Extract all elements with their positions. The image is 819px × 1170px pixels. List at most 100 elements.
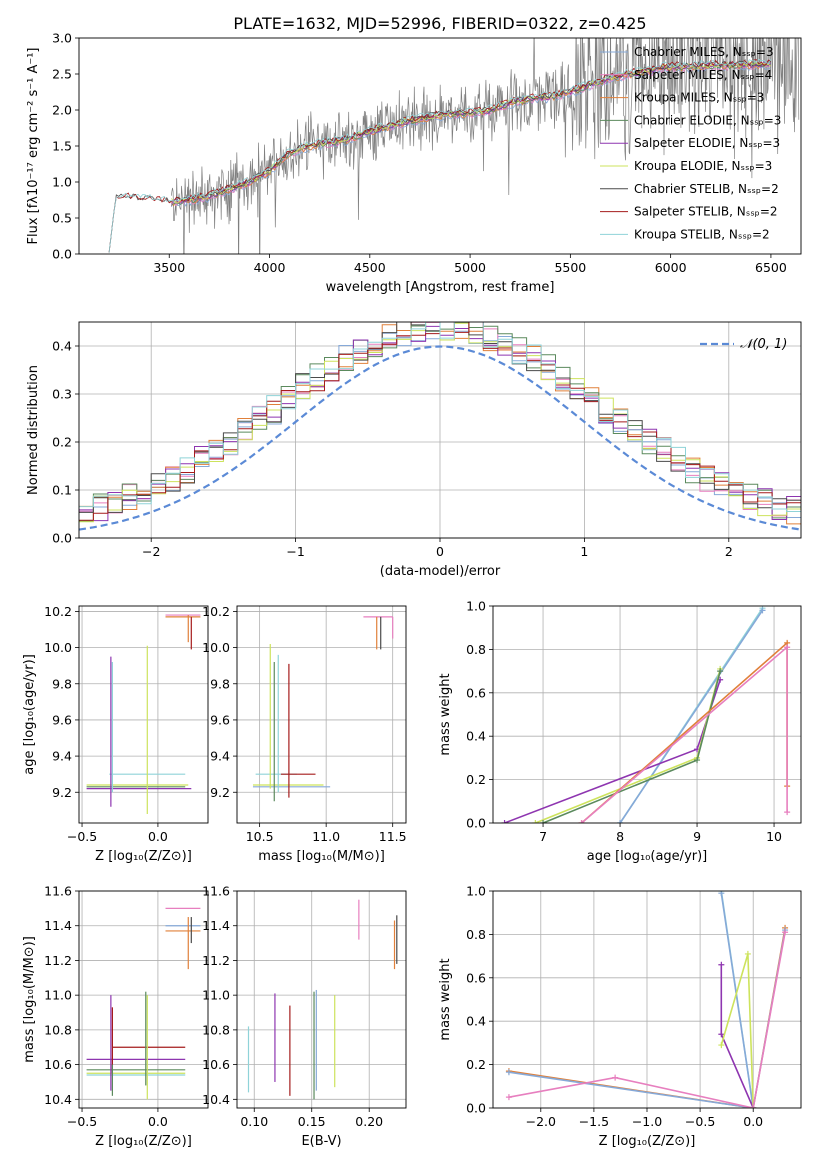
legend-normal-label: 𝒩(0, 1) (740, 337, 787, 352)
panel-4: 10.5 11.0 11.5 9.2 9.4 9.6 9.8 10.0 10.2 mass [lo… (202, 604, 406, 864)
weight-chabrier-miles (619, 609, 764, 823)
y-axis-label: Flux [fλ10⁻¹⁷ erg cm⁻² s⁻¹ A⁻¹] (26, 48, 41, 245)
panel-3: −0.5 0.0 9.2 9.4 9.6 9.8 10.0 10.2 Z [log₁₀(Z/Z⊙… (22, 604, 209, 864)
weight-chabrier-elodie (542, 670, 721, 823)
x-tick-label: 11.5 (379, 829, 407, 844)
legend-label: Salpeter MILES, Nₛₛₚ=4 (634, 68, 772, 82)
y-tick-label: 11.0 (202, 988, 230, 1003)
x-tick-label: 10.5 (246, 829, 274, 844)
x-tick-label: 0.0 (148, 829, 168, 844)
x-tick-label: 0.0 (148, 1114, 168, 1129)
point-marker (612, 1074, 619, 1081)
plot-area (108, 38, 800, 254)
point-marker (617, 820, 624, 823)
legend-label: Chabrier ELODIE, Nₛₛₚ=3 (634, 113, 781, 127)
y-tick-label: 0.3 (52, 387, 72, 402)
x-tick-label: 1 (580, 544, 588, 559)
legend-label: Chabrier MILES, Nₛₛₚ=3 (634, 45, 774, 59)
plot-area (252, 616, 394, 802)
data-spectrum (170, 38, 800, 254)
x-axis-label: Z [log₁₀(Z/Z⊙)] (599, 1134, 696, 1149)
x-tick-label: −0.5 (67, 1114, 97, 1129)
axes-frame (492, 890, 802, 1109)
x-tick-label: −2.0 (526, 1114, 556, 1129)
x-axis-label: Z [log₁₀(Z/Z⊙)] (95, 1134, 192, 1149)
axes-frame (492, 605, 802, 824)
x-tick-label: −0.5 (685, 1114, 715, 1129)
weight-salpeter-elodie (504, 679, 721, 823)
x-tick-label: 8 (616, 829, 624, 844)
point-marker (578, 820, 585, 823)
normal-curve (79, 345, 801, 531)
y-tick-label: 0.2 (52, 435, 72, 450)
y-tick-label: 11.0 (44, 988, 72, 1003)
y-tick-label: 0.8 (466, 642, 486, 657)
y-tick-label: 10.6 (44, 1057, 72, 1072)
zweight-salpeter-miles (508, 932, 786, 1108)
point-marker (744, 950, 751, 957)
plot-area (505, 891, 789, 1108)
y-tick-label: 10.2 (202, 604, 230, 619)
axes-frame (236, 890, 407, 1109)
y-tick-label: 10.4 (202, 1092, 230, 1107)
x-tick-label: −1 (286, 544, 304, 559)
point-marker (505, 1069, 512, 1076)
panel-7: 0.10 0.15 0.20 10.4 10.6 10.8 11.0 11.2 11.4 11.6… (202, 884, 407, 1149)
y-tick-label: 10.4 (44, 1092, 72, 1107)
y-tick-label: 1.0 (466, 599, 486, 614)
y-tick-label: 0.4 (466, 1014, 486, 1029)
x-tick-label: 9 (693, 829, 701, 844)
plot-area (79, 322, 801, 531)
y-axis-label: Normed distribution (26, 365, 41, 495)
axes-frame (78, 605, 209, 824)
x-tick-label: −1.0 (632, 1114, 662, 1129)
y-tick-label: 11.2 (202, 953, 230, 968)
y-tick-label: 0.0 (52, 247, 72, 262)
x-tick-label: 7 (539, 829, 547, 844)
legend-label: Chabrier STELIB, Nₛₛₚ=2 (634, 182, 779, 196)
x-tick-label: 10 (766, 829, 782, 844)
y-tick-label: 1.0 (466, 884, 486, 899)
x-tick-label: −2 (142, 544, 160, 559)
point-marker (501, 820, 508, 823)
point-marker (784, 809, 791, 816)
y-tick-label: 9.6 (210, 712, 230, 727)
y-tick-label: 2.0 (52, 103, 72, 118)
y-tick-label: 10.6 (202, 1057, 230, 1072)
y-tick-label: 9.4 (210, 749, 230, 764)
legend-label: Kroupa ELODIE, Nₛₛₚ=3 (634, 159, 772, 173)
y-axis-label: mass [log₁₀(M/M⊙)] (22, 936, 37, 1063)
panel-1: 3500 4000 4500 5000 5500 6000 6500 0.0 0.5 1.0 1.5… (26, 31, 802, 295)
x-tick-label: 3500 (153, 260, 185, 275)
y-tick-label: 10.8 (44, 1022, 72, 1037)
plot-area (86, 907, 201, 1100)
axes-frame (78, 37, 802, 255)
y-tick-label: 0.4 (52, 339, 72, 354)
y-axis-label: mass weight (438, 673, 453, 755)
y-tick-label: 10.2 (44, 604, 72, 619)
x-axis-label: (data-model)/error (380, 564, 501, 579)
point-marker (784, 644, 791, 651)
x-axis-label: age [log₁₀(age/yr)] (587, 849, 708, 864)
x-axis-label: wavelength [Angstrom, rest frame] (326, 280, 555, 295)
y-tick-label: 0.0 (466, 1101, 486, 1116)
y-tick-label: 9.4 (52, 749, 72, 764)
axes-frame (78, 890, 209, 1109)
y-tick-label: 1.5 (52, 139, 72, 154)
x-tick-label: 5500 (554, 260, 586, 275)
y-tick-label: 0.2 (466, 1057, 486, 1072)
y-tick-label: 11.4 (202, 918, 230, 933)
weight-salpeter-miles (581, 645, 788, 823)
y-tick-label: 11.6 (202, 884, 230, 899)
plot-area (86, 614, 201, 814)
plot-area (247, 899, 398, 1100)
point-marker (750, 1105, 757, 1108)
x-axis-label: E(B-V) (301, 1134, 341, 1149)
y-tick-label: 9.6 (52, 712, 72, 727)
x-tick-label: 5000 (454, 260, 486, 275)
model-spectrum-kroupa_stelib (108, 58, 772, 253)
panel-5: 7 8 9 10 0.0 0.2 0.4 0.6 0.8 1.0 age [log₁₀(age/yr… (438, 599, 802, 864)
x-tick-label: −1.5 (579, 1114, 609, 1129)
x-tick-label: 6500 (755, 260, 787, 275)
y-tick-label: 10.8 (202, 1022, 230, 1037)
